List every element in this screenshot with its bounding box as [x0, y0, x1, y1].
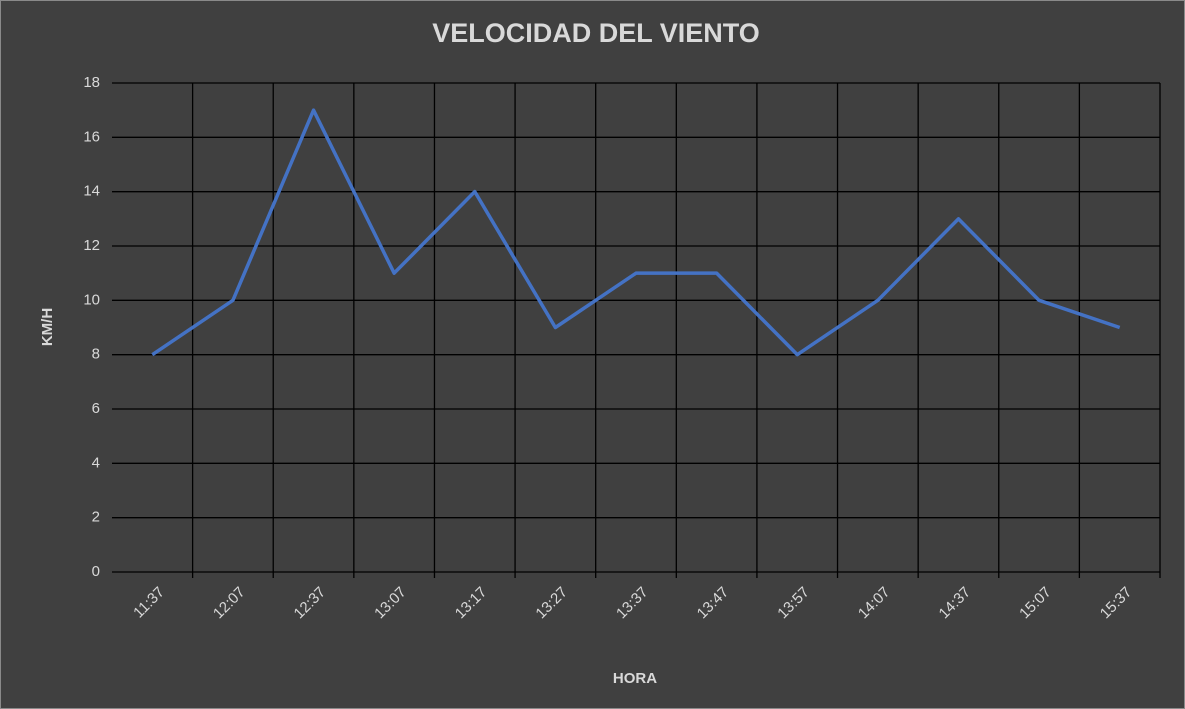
x-axis-title: HORA [613, 670, 657, 687]
y-tick-label: 12 [83, 237, 100, 254]
y-tick-label: 8 [92, 346, 100, 363]
y-tick-label: 18 [83, 74, 100, 91]
y-tick-label: 0 [92, 563, 100, 580]
y-tick-label: 16 [83, 128, 100, 145]
y-axis-title: KM/H [39, 308, 56, 346]
y-tick-label: 2 [92, 509, 100, 526]
y-tick-label: 10 [83, 291, 100, 308]
chart-title: VELOCIDAD DEL VIENTO [432, 18, 760, 48]
y-tick-label: 6 [92, 400, 100, 417]
line-series [151, 108, 1121, 357]
y-tick-label: 4 [92, 454, 100, 471]
y-tick-label: 14 [83, 183, 100, 200]
